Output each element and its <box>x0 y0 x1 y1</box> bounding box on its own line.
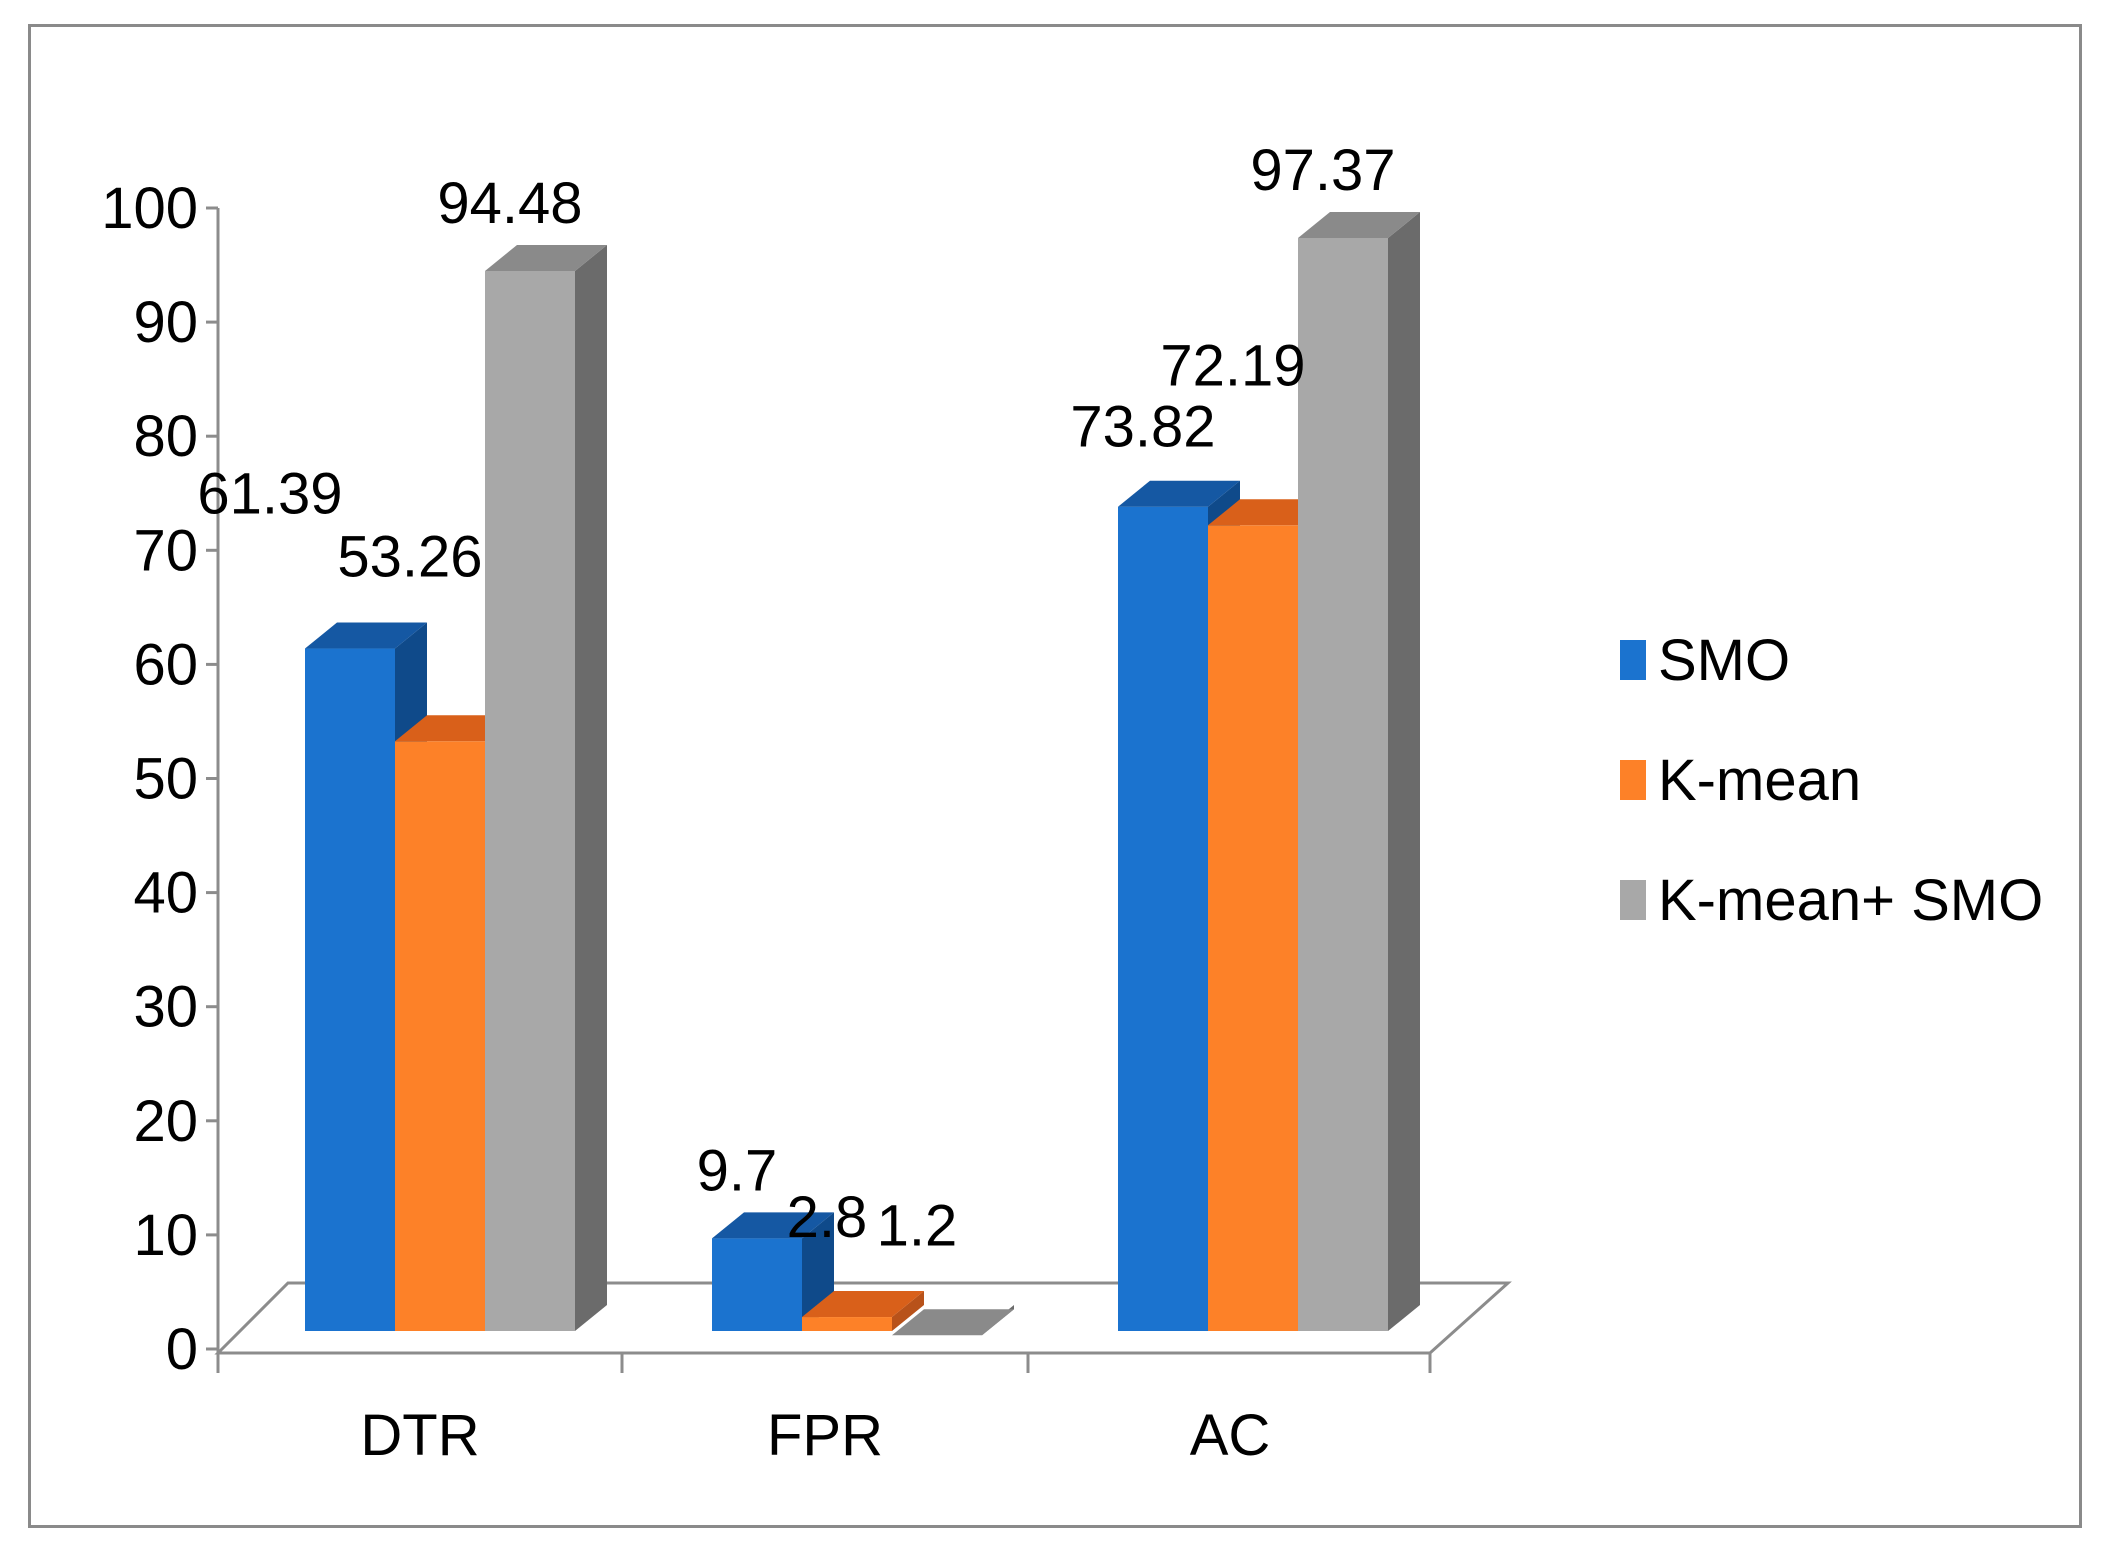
data-label: 9.7 <box>697 1138 778 1203</box>
y-tick-label: 30 <box>133 975 198 1040</box>
legend-item: K-mean <box>1620 748 1861 813</box>
legend-swatch <box>1620 760 1646 800</box>
x-tick-label: FPR <box>767 1403 883 1468</box>
bar-front <box>712 1238 802 1331</box>
y-tick-label: 90 <box>133 290 198 355</box>
legend-swatch <box>1620 880 1646 920</box>
bar-front <box>395 741 485 1331</box>
chart-floor <box>214 1281 1512 1355</box>
bar <box>892 1305 1014 1336</box>
bar-top <box>892 1309 1014 1336</box>
bar-side <box>892 1291 924 1331</box>
y-tick-label: 10 <box>133 1203 198 1268</box>
x-tick-label: DTR <box>360 1403 479 1468</box>
bar-top <box>1118 480 1240 507</box>
legend-item: SMO <box>1620 628 1790 693</box>
bar-front <box>802 1317 892 1331</box>
bar-front <box>485 270 575 1332</box>
legend-swatch <box>1620 640 1646 680</box>
bar-front <box>1298 238 1388 1331</box>
bar-top <box>1298 212 1420 239</box>
y-tick-label: 50 <box>133 747 198 812</box>
bar-top <box>712 1212 834 1239</box>
legend-label: K-mean <box>1658 748 1861 813</box>
data-label: 2.8 <box>787 1185 868 1250</box>
y-tick-label: 60 <box>133 632 198 697</box>
y-tick-label: 70 <box>133 518 198 583</box>
x-axis: DTR FPR AC <box>216 1353 1432 1468</box>
bar <box>1298 212 1420 1331</box>
data-label: 72.19 <box>1160 333 1305 398</box>
bar-front <box>1118 506 1208 1331</box>
bar-top <box>305 622 427 649</box>
bar-side <box>1388 212 1420 1331</box>
bar-top <box>485 244 607 271</box>
legend-item: K-mean+ SMO <box>1620 868 2043 933</box>
x-tick-label: AC <box>1190 1403 1271 1468</box>
bar-front <box>1208 525 1298 1331</box>
y-tick-label: 20 <box>133 1089 198 1154</box>
bar-front <box>305 648 395 1331</box>
bars <box>305 212 1420 1336</box>
bar <box>485 244 607 1332</box>
y-tick-label: 80 <box>133 404 198 469</box>
legend: SMO K-mean K-mean+ SMO <box>1620 628 2043 933</box>
bar-side <box>575 244 607 1332</box>
data-label: 97.37 <box>1250 138 1395 203</box>
y-tick-label: 40 <box>133 861 198 926</box>
y-axis: 0 10 20 30 40 50 60 70 80 90 100 <box>101 176 220 1382</box>
bar <box>802 1291 924 1331</box>
data-label: 53.26 <box>337 524 482 589</box>
data-label: 94.48 <box>437 171 582 236</box>
y-tick-label: 0 <box>166 1317 198 1382</box>
data-label: 73.82 <box>1070 395 1215 460</box>
y-tick-label: 100 <box>101 176 198 241</box>
bar-top <box>802 1291 924 1318</box>
legend-label: SMO <box>1658 628 1790 693</box>
data-label: 61.39 <box>197 462 342 527</box>
data-label: 1.2 <box>877 1193 958 1258</box>
legend-label: K-mean+ SMO <box>1658 868 2043 933</box>
